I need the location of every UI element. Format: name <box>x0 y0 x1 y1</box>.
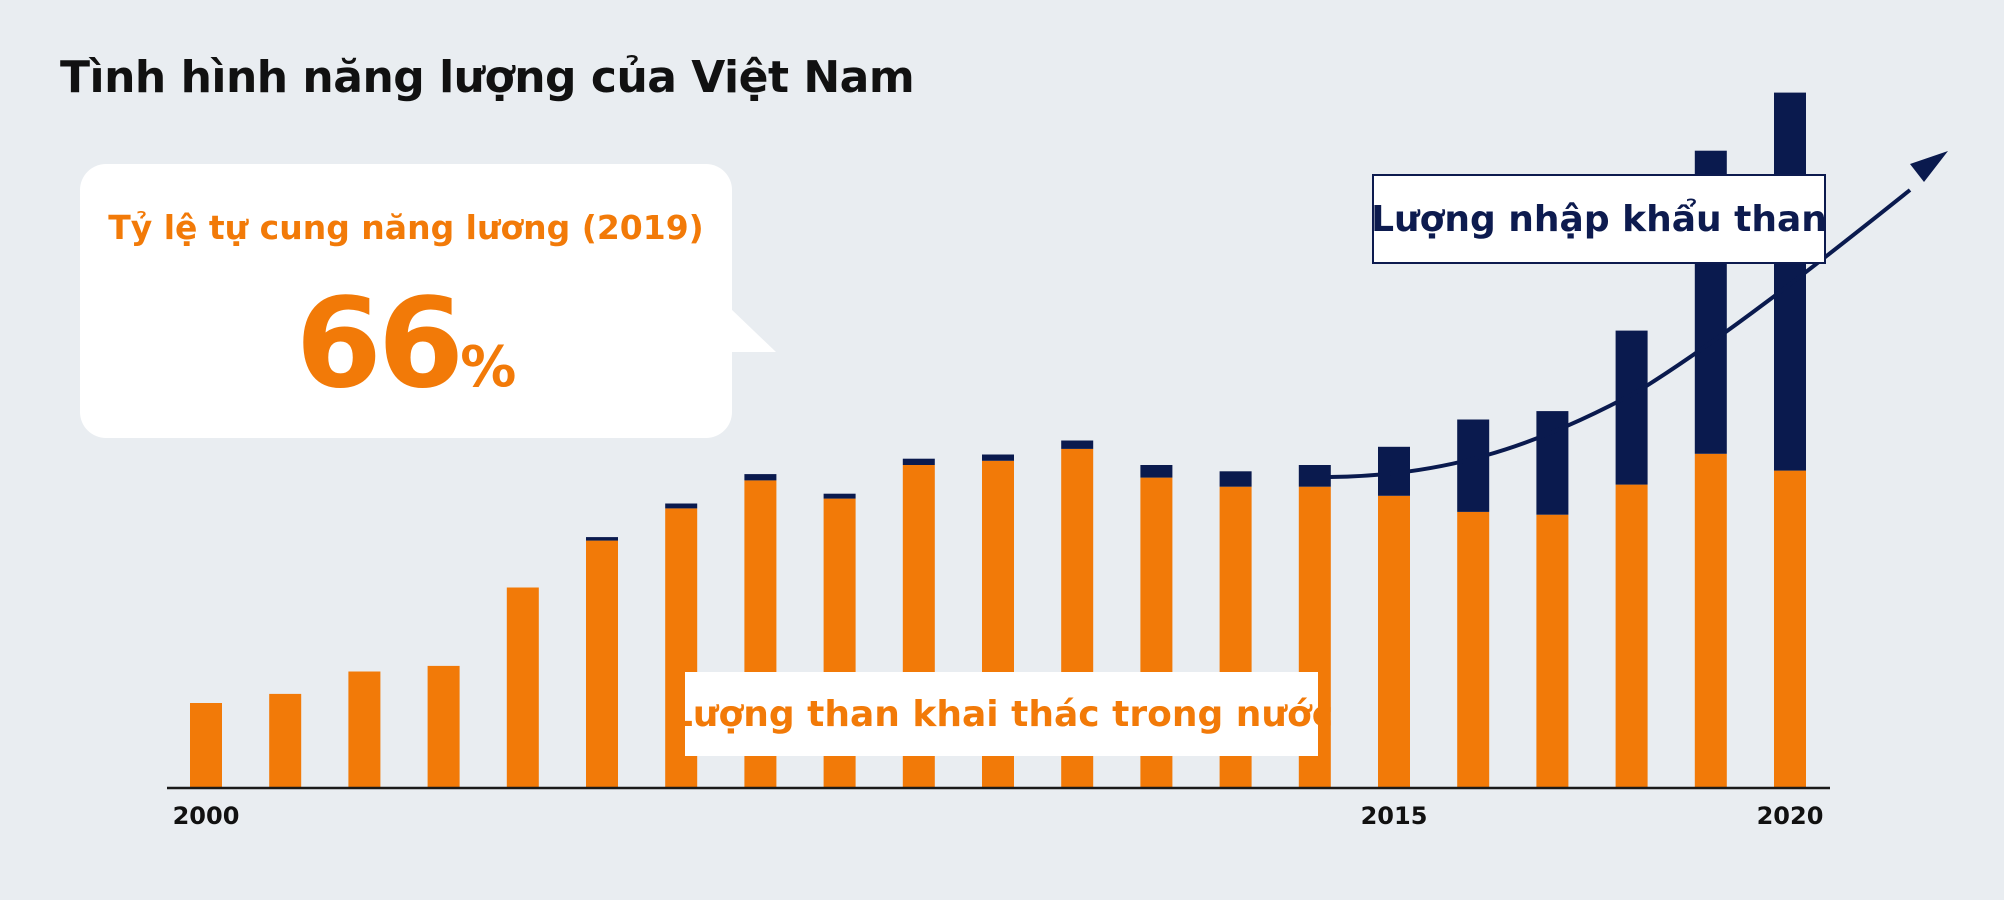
domestic-bar-2004 <box>506 587 539 787</box>
chart-title: Tình hình năng lượng của Việt Nam <box>60 52 915 103</box>
import-bar-2014 <box>1298 465 1331 487</box>
x-tick-labels: 2000 2015 2020 <box>173 802 1824 830</box>
self-sufficiency-callout: Tỷ lệ tự cung năng lương (2019) 66% <box>80 164 732 438</box>
domestic-bar-2018 <box>1615 484 1648 787</box>
callout-value: 66% <box>80 272 732 416</box>
callout-unit: % <box>460 335 517 400</box>
domestic-bar-2005 <box>586 540 618 787</box>
import-bar-2006 <box>665 503 698 509</box>
callout-tail <box>730 308 776 352</box>
domestic-bar-2003 <box>427 665 460 787</box>
import-bar-2020 <box>1774 92 1806 471</box>
x-tick-label-2000: 2000 <box>173 802 240 830</box>
import-bar-2011 <box>1061 440 1094 449</box>
import-bar-2012 <box>1140 465 1173 478</box>
trend-arrowhead-icon <box>1910 151 1948 182</box>
import-bar-2018 <box>1615 330 1648 485</box>
domestic-bar-2020 <box>1774 470 1806 787</box>
domestic-bar-2017 <box>1536 514 1569 787</box>
legend-domestic-label: Lượng than khai thác trong nước <box>670 672 1333 756</box>
legend-import-label: Lượng nhập khẩu than <box>1371 174 1827 264</box>
domestic-bar-2000 <box>190 703 222 787</box>
callout-label: Tỷ lệ tự cung năng lương (2019) <box>108 208 704 247</box>
domestic-bar-2019 <box>1694 453 1727 787</box>
x-tick-label-2020: 2020 <box>1757 802 1824 830</box>
import-bar-2007 <box>744 474 777 481</box>
domestic-bar-2001 <box>269 693 302 787</box>
import-bar-2005 <box>586 537 618 541</box>
callout-number: 66 <box>295 272 465 416</box>
import-bar-2009 <box>902 458 935 465</box>
domestic-bar-2016 <box>1457 511 1490 787</box>
domestic-bar-2002 <box>348 671 381 787</box>
x-tick-label-2015: 2015 <box>1361 802 1428 830</box>
import-bar-2013 <box>1219 471 1252 487</box>
import-bar-2008 <box>823 493 856 499</box>
import-bar-2010 <box>982 454 1014 461</box>
domestic-bar-2015 <box>1378 495 1410 787</box>
import-bar-2016 <box>1457 419 1490 512</box>
